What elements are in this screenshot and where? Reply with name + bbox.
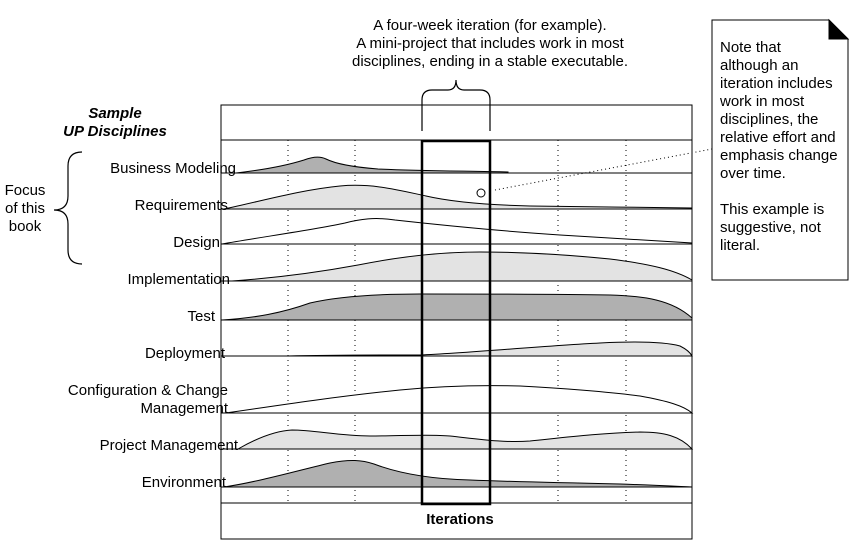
iteration-highlight-box	[420, 139, 492, 506]
sample-title-line2: UP Disciplines	[63, 123, 167, 140]
iteration-brace	[421, 79, 491, 131]
focus-label-line2: of this	[4, 200, 46, 217]
curve-design	[221, 218, 693, 245]
discipline-label-business-modeling: Business Modeling	[110, 160, 236, 177]
discipline-label-config-change-mgmt: Configuration & Change Management	[67, 382, 228, 417]
curve-business-modeling	[235, 156, 509, 174]
curve-deployment	[287, 341, 693, 357]
sample-title-line1: Sample	[88, 105, 142, 122]
sample-disciplines-title: Sample UP Disciplines	[40, 105, 190, 141]
note-folded-corner	[828, 18, 850, 40]
discipline-label-environment: Environment	[141, 474, 226, 491]
note-text: Note that although an iteration includes…	[720, 39, 838, 254]
note-box	[711, 19, 849, 281]
iteration-callout-line3: disciplines, ending in a stable executab…	[351, 53, 628, 70]
note-pointer-circle	[476, 188, 486, 198]
discipline-label-implementation: Implementation	[127, 271, 230, 288]
focus-brace	[53, 151, 83, 265]
focus-label: Focus of this book	[0, 182, 50, 236]
curve-config-change-mgmt	[225, 385, 694, 414]
iteration-callout-line2: A mini-project that includes work in mos…	[356, 35, 624, 52]
chart-frame	[220, 104, 693, 540]
discipline-label-deployment: Deployment	[144, 345, 225, 362]
curve-test	[221, 293, 693, 321]
focus-label-line3: book	[8, 218, 42, 235]
note-pointer-line	[494, 148, 713, 191]
discipline-label-requirements: Requirements	[134, 197, 228, 214]
row-baselines	[221, 172, 692, 504]
discipline-label-test: Test	[187, 308, 215, 325]
focus-label-line1: Focus	[4, 182, 46, 199]
discipline-label-project-mgmt: Project Management	[99, 437, 238, 454]
iteration-callout: A four-week iteration (for example). A m…	[300, 17, 680, 71]
curve-requirements	[223, 184, 693, 210]
discipline-curves	[221, 156, 694, 488]
iterations-axis-label: Iterations	[426, 511, 494, 528]
curve-project-mgmt	[236, 429, 694, 450]
discipline-label-design: Design	[173, 234, 220, 251]
curve-environment	[223, 460, 693, 488]
curve-implementation	[231, 251, 693, 282]
iteration-callout-line1: A four-week iteration (for example).	[373, 17, 607, 34]
